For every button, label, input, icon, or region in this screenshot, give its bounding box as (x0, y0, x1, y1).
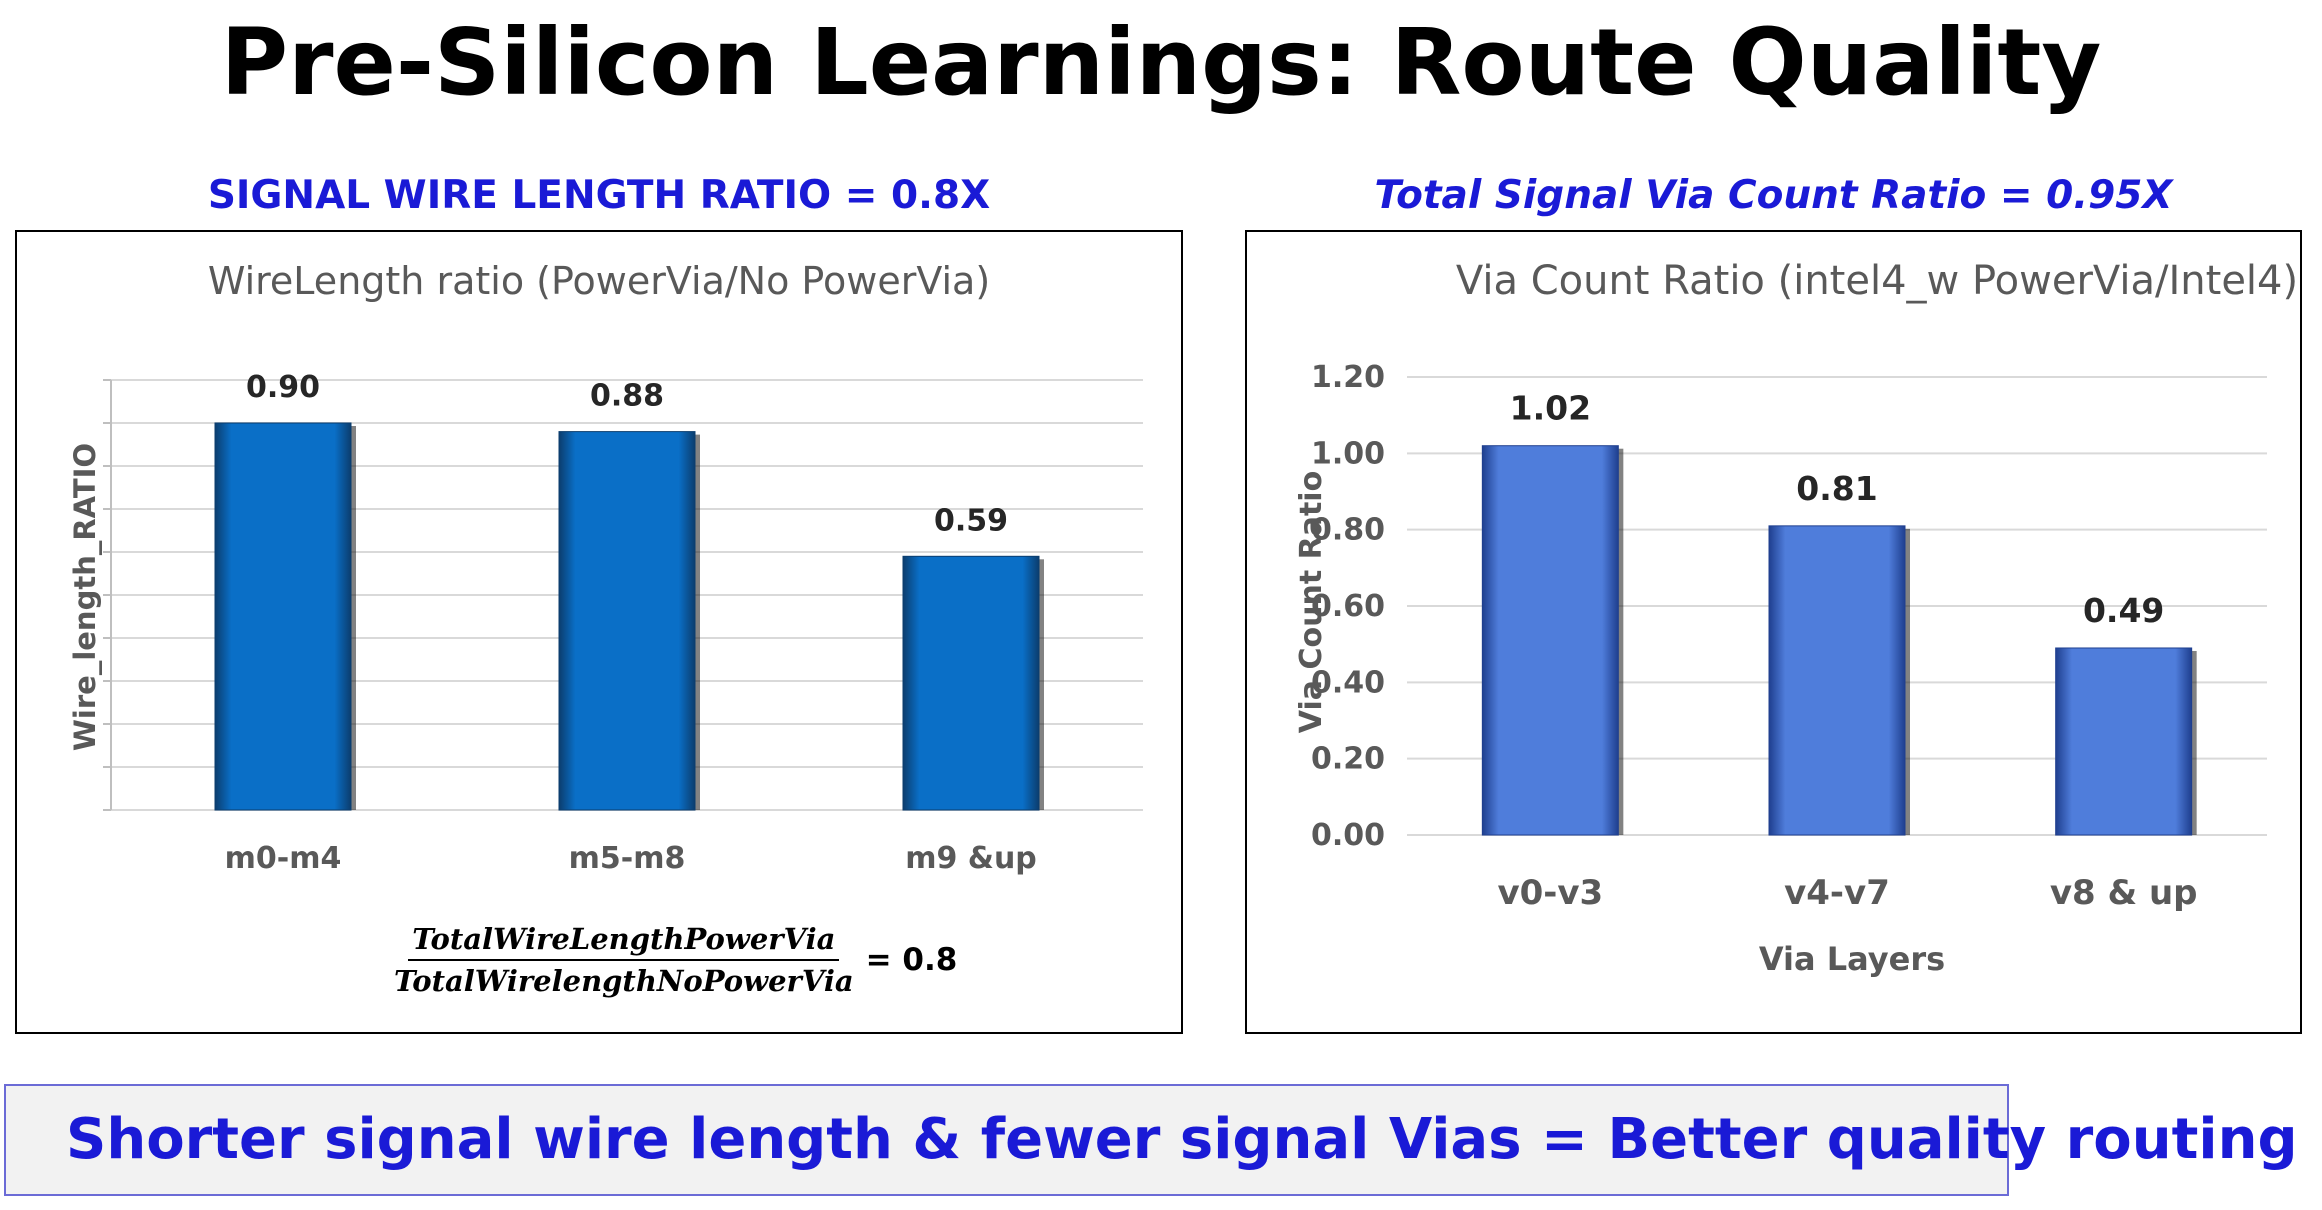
x-category-label: m9 &up (905, 841, 1037, 876)
data-label: 0.90 (246, 370, 320, 405)
formula-fraction: TotalWireLengthPowerVia TotalWirelengthN… (390, 922, 858, 998)
data-label: 0.88 (590, 379, 664, 414)
conclusion-text: Shorter signal wire length & fewer signa… (66, 1107, 2298, 1172)
wire-length-chart: 0.90 m0-m4 0.88 m5-m8 0.59 m9 &up WireLength r… (68, 259, 1143, 876)
formula-numerator: TotalWireLengthPowerVia (408, 922, 840, 961)
x-category-label: v0-v3 (1497, 873, 1603, 913)
conclusion-banner: Shorter signal wire length & fewer signa… (4, 1084, 2298, 1196)
y-tick-label: 1.00 (1311, 436, 1385, 471)
bar-v4-v7 (1768, 525, 1906, 836)
bar-v0-v3 (1481, 445, 1619, 836)
formula-result: = 0.8 (865, 942, 958, 978)
data-label: 0.59 (934, 503, 1008, 538)
bar-m9-up (902, 555, 1040, 811)
y-tick-label: 0.00 (1311, 818, 1385, 853)
chart-title: Via Count Ratio (intel4_w PowerVia/Intel… (1456, 258, 2298, 304)
via-count-chart-panel: 0.00 0.20 0.40 0.60 0.80 1.00 1.20 1.02 v0-v3 0.8… (1245, 230, 2302, 1034)
bar-v8-up (2055, 647, 2193, 836)
y-axis-label: Wire_length_RATIO (68, 443, 102, 751)
y-tick-label: 0.20 (1311, 742, 1385, 777)
x-axis-label: Via Layers (1759, 940, 1945, 978)
formula-denominator: TotalWirelengthNoPowerVia (394, 964, 854, 998)
y-tick-label: 0.80 (1311, 513, 1385, 548)
y-axis-label: Via Count Ratio (1294, 471, 1329, 733)
y-tick-label: 0.60 (1311, 589, 1385, 624)
chart-title: WireLength ratio (PowerVia/No PowerVia) (208, 259, 990, 303)
bar-m0-m4 (214, 422, 352, 811)
via-count-ratio-heading: Total Signal Via Count Ratio = 0.95X (1374, 173, 2173, 218)
data-label: 1.02 (1510, 389, 1591, 428)
bar-m5-m8 (558, 431, 696, 811)
data-label: 0.81 (1796, 469, 1877, 508)
y-tick-label: 0.40 (1311, 665, 1385, 700)
data-label: 0.49 (2083, 591, 2164, 630)
slide-title: Pre-Silicon Learnings: Route Quality (220, 9, 2102, 116)
x-category-label: v8 & up (2050, 873, 2198, 913)
wire-length-chart-panel: 0.90 m0-m4 0.88 m5-m8 0.59 m9 &up WireLength r… (15, 230, 1183, 1034)
wire-length-formula: TotalWireLengthPowerVia TotalWirelengthN… (390, 905, 957, 1015)
y-tick-label: 1.20 (1311, 360, 1385, 395)
x-category-label: v4-v7 (1784, 873, 1890, 913)
via-count-chart: 0.00 0.20 0.40 0.60 0.80 1.00 1.20 1.02 v0-v3 0.8… (1294, 258, 2298, 978)
wire-length-ratio-heading: SIGNAL WIRE LENGTH RATIO = 0.8X (207, 173, 991, 218)
x-category-label: m5-m8 (569, 841, 686, 876)
x-category-label: m0-m4 (225, 841, 342, 876)
